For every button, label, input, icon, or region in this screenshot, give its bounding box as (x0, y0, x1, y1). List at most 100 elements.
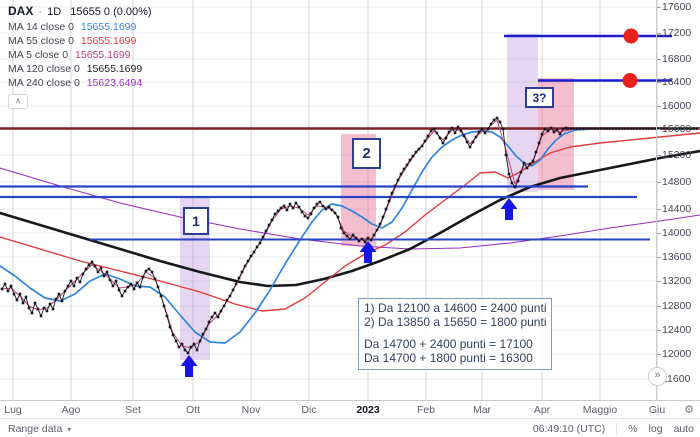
target-dot-17100[interactable] (623, 28, 639, 44)
price-marker (15, 298, 19, 302)
time-tick-label: Set (125, 404, 141, 416)
flat-price-dots (647, 127, 651, 130)
price-marker (531, 159, 535, 163)
range-data-dropdown[interactable]: Range data ▾ (8, 423, 71, 435)
flat-price-dots (668, 127, 672, 130)
legend-row-ma55[interactable]: MA 55 close 0 15655.1699 (8, 35, 152, 48)
price-marker (243, 264, 247, 268)
price-marker (282, 204, 286, 208)
price-marker (33, 301, 37, 305)
note-annotation[interactable]: 1) Da 12100 a 14600 = 2400 punti 2) Da 13… (358, 298, 553, 370)
flat-price-dots (572, 127, 576, 130)
price-marker (138, 285, 142, 289)
time-tick-label: Ott (185, 404, 201, 416)
flat-price-dots (653, 127, 657, 130)
quote-value: 15655 0 (0.00%) (70, 6, 152, 18)
price-marker (489, 122, 493, 126)
legend-row-ma240[interactable]: MA 240 close 0 15623.6494 (8, 77, 152, 90)
flat-price-dots (602, 127, 606, 130)
price-marker (417, 147, 421, 151)
price-marker (318, 200, 322, 204)
flat-price-dots (608, 127, 612, 130)
time-tick-label: Maggio (582, 404, 618, 416)
flat-price-dots (593, 127, 597, 130)
symbol-row[interactable]: DAX · 1D 15655 0 (0.00%) (8, 5, 152, 19)
chart-area[interactable]: 1 2 3? 1) Da 12100 a 14600 = 2400 punti 2) D… (0, 0, 700, 400)
price-marker (330, 208, 334, 212)
log-scale-button[interactable]: log (648, 422, 663, 435)
price-marker (393, 184, 397, 188)
target-dot-16300[interactable] (622, 73, 638, 88)
price-marker (480, 127, 484, 131)
price-marker (30, 311, 34, 315)
gear-icon[interactable]: ⚙ (684, 404, 694, 416)
up-arrow-2[interactable] (359, 241, 377, 263)
price-marker (180, 342, 184, 346)
price-marker (267, 223, 271, 227)
price-marker (231, 288, 235, 292)
time-tick-label: 2023 (356, 404, 380, 416)
price-marker (552, 130, 556, 134)
price-marker (246, 259, 250, 263)
legend-row-ma5[interactable]: MA 5 close 0 15655.1699 (8, 49, 152, 62)
note-line: Da 14700 + 1800 punti = 16300 (364, 350, 533, 365)
ma14-value: 15655.1699 (80, 21, 137, 33)
percent-scale-button[interactable]: % (628, 422, 638, 435)
symbol-separator: · (38, 6, 43, 18)
price-marker (414, 150, 418, 154)
price-marker (279, 206, 283, 210)
flat-price-dots (635, 127, 639, 130)
price-marker (468, 145, 472, 149)
price-marker (111, 284, 115, 288)
price-marker (321, 204, 325, 208)
price-tick-label: 17600 (657, 1, 691, 13)
time-axis[interactable]: ⚙ Lug Ago Set Ott Nov Dic 2023 Feb Mar Apr Maggio G… (0, 400, 700, 419)
price-tick-label: 12800 (657, 300, 691, 312)
price-marker (432, 127, 436, 131)
price-marker (117, 288, 121, 292)
clock-utc[interactable]: 06:49:10 (UTC) (532, 422, 606, 435)
price-marker (255, 245, 259, 249)
callout-2[interactable]: 2 (352, 138, 381, 169)
price-marker (399, 172, 403, 176)
interval-label[interactable]: 1D (47, 6, 62, 18)
price-marker (234, 282, 238, 286)
price-tick-label: 13200 (657, 275, 691, 287)
price-marker (114, 279, 118, 283)
legend-collapse-button[interactable]: ∧ (8, 94, 28, 109)
price-marker (435, 131, 439, 135)
legend-row-ma120[interactable]: MA 120 close 0 15655.1699 (8, 63, 152, 76)
price-marker (201, 332, 205, 336)
price-marker (90, 260, 94, 264)
ma-5-line (1, 119, 700, 349)
price-marker (516, 179, 520, 183)
flat-price-dots (686, 127, 690, 130)
price-marker (183, 348, 187, 352)
price-marker (213, 311, 217, 315)
flat-price-dots (590, 127, 594, 130)
price-marker (471, 140, 475, 144)
callout-3[interactable]: 3? (525, 87, 554, 108)
callout-1[interactable]: 1 (183, 207, 209, 235)
price-marker (261, 235, 265, 239)
price-marker (66, 284, 70, 288)
jump-to-latest-button[interactable]: » (648, 367, 667, 386)
up-arrow-1[interactable] (180, 355, 198, 377)
price-marker (339, 226, 343, 230)
flat-price-dots (695, 127, 699, 130)
price-marker (120, 294, 124, 298)
price-marker (309, 212, 313, 216)
up-arrow-3[interactable] (500, 198, 518, 220)
price-marker (378, 222, 382, 226)
flat-price-dots (644, 127, 648, 130)
legend-row-ma14[interactable]: MA 14 close 0 15655.1699 (8, 21, 152, 34)
price-marker (135, 281, 139, 285)
flat-price-dots (632, 127, 636, 130)
price-marker (564, 126, 568, 130)
flat-price-dots (569, 127, 573, 130)
price-tick-label: 15200 (657, 149, 691, 161)
price-marker (228, 294, 232, 298)
price-axis[interactable]: 17600 17200 16800 16400 16000 15600 15200 14800… (657, 0, 700, 400)
auto-scale-button[interactable]: auto (673, 422, 694, 435)
price-marker (555, 128, 559, 132)
